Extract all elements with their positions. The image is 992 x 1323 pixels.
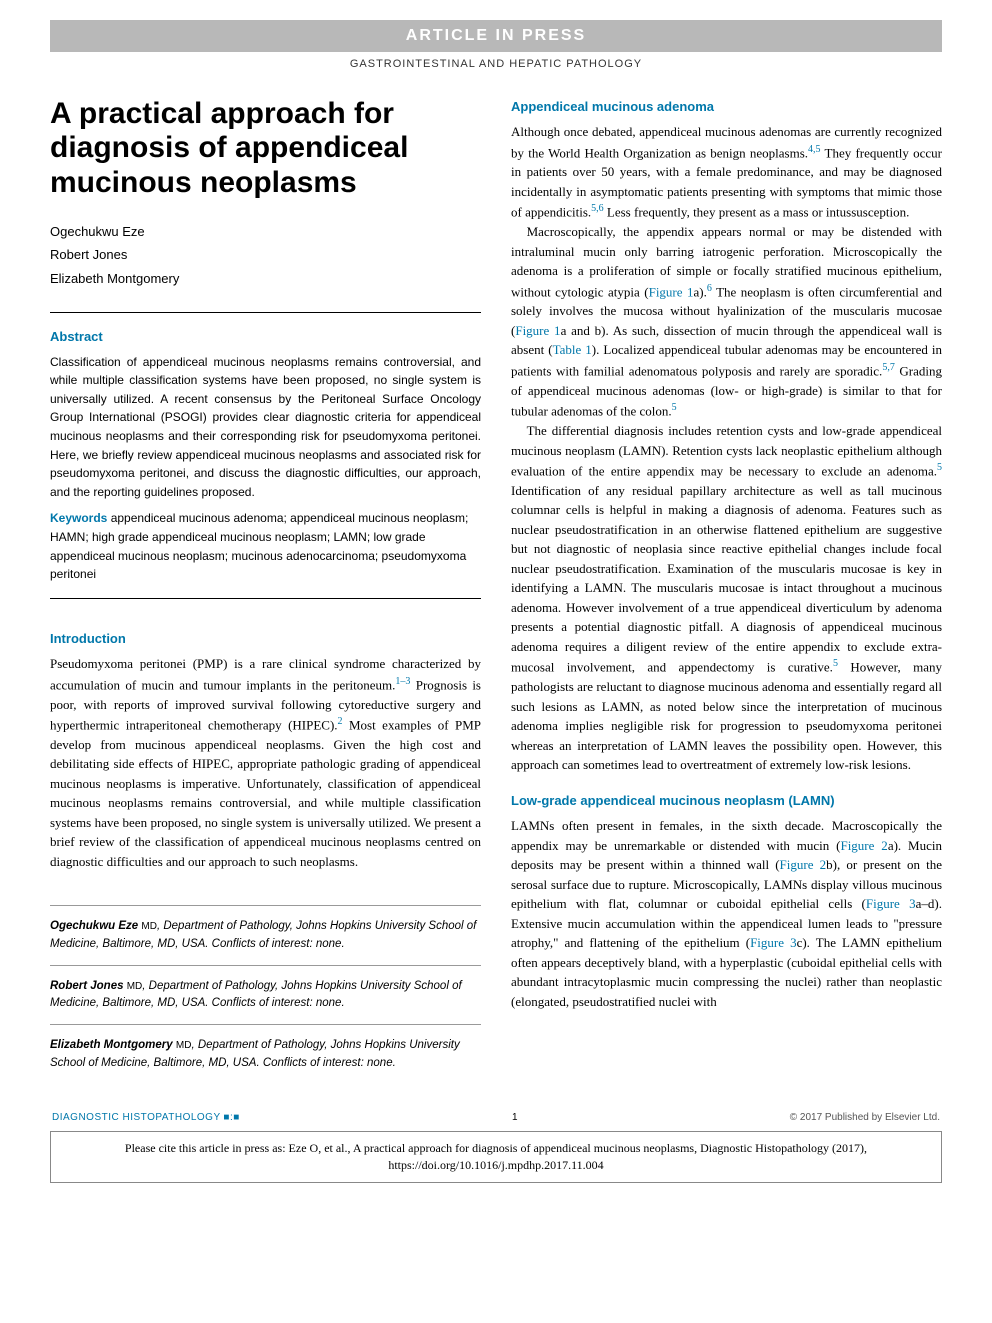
author-affiliation: Ogechukwu Eze MD, Department of Patholog… (50, 910, 481, 961)
figure-reference[interactable]: Figure 1 (649, 284, 694, 299)
page-number: 1 (512, 1110, 518, 1125)
introduction-heading: Introduction (50, 629, 481, 649)
body-span: Most examples of PMP develop from mucino… (50, 717, 481, 869)
body-span: Identification of any residual papillary… (511, 483, 942, 675)
adenoma-text: Although once debated, appendiceal mucin… (511, 122, 942, 775)
lamn-heading: Low-grade appendiceal mucinous neoplasm … (511, 791, 942, 811)
citation[interactable]: 5 (937, 462, 942, 473)
adenoma-heading: Appendiceal mucinous adenoma (511, 97, 942, 117)
footer-left: DIAGNOSTIC HISTOPATHOLOGY ■:■ (52, 1110, 240, 1125)
body-span: The differential diagnosis includes rete… (511, 423, 942, 478)
figure-reference[interactable]: Figure 3 (866, 896, 916, 911)
affiliation-degree: MD (176, 1040, 192, 1051)
article-title: A practical approach for diagnosis of ap… (50, 97, 481, 201)
page-container: ARTICLE IN PRESS GASTROINTESTINAL AND HE… (0, 0, 992, 1183)
right-column: Appendiceal mucinous adenoma Although on… (511, 97, 942, 1080)
page-footer: DIAGNOSTIC HISTOPATHOLOGY ■:■ 1 © 2017 P… (50, 1110, 942, 1125)
copyright: © 2017 Published by Elsevier Ltd. (790, 1110, 940, 1125)
affiliation-name: Elizabeth Montgomery (50, 1039, 173, 1051)
keywords: Keywords appendiceal mucinous adenoma; a… (50, 509, 481, 583)
affiliation-degree: MD (127, 981, 143, 992)
body-span: Less frequently, they present as a mass … (604, 205, 910, 220)
abstract-text: Classification of appendiceal mucinous n… (50, 353, 481, 502)
author-name: Ogechukwu Eze (50, 220, 481, 243)
abstract-heading: Abstract (50, 327, 481, 347)
body-span: However, many pathologists are reluctant… (511, 660, 942, 773)
figure-reference[interactable]: Figure 2 (780, 857, 827, 872)
two-column-layout: A practical approach for diagnosis of ap… (50, 97, 942, 1080)
author-list: Ogechukwu Eze Robert Jones Elizabeth Mon… (50, 220, 481, 290)
journal-name: DIAGNOSTIC HISTOPATHOLOGY (52, 1112, 221, 1123)
keywords-label: Keywords (50, 511, 107, 525)
author-affiliation: Robert Jones MD, Department of Pathology… (50, 970, 481, 1021)
section-header: GASTROINTESTINAL AND HEPATIC PATHOLOGY (50, 56, 942, 73)
citation[interactable]: 5 (672, 402, 677, 413)
affiliation-name: Ogechukwu Eze (50, 920, 138, 932)
affiliation-divider (50, 1024, 481, 1025)
figure-reference[interactable]: Figure 3 (750, 935, 797, 950)
affiliation-divider (50, 965, 481, 966)
introduction-text: Pseudomyxoma peritonei (PMP) is a rare c… (50, 654, 481, 871)
figure-reference[interactable]: Figure 1 (515, 323, 560, 338)
citation[interactable]: 1–3 (395, 676, 410, 687)
citation[interactable]: 5,6 (591, 203, 604, 214)
affiliation-divider (50, 905, 481, 906)
author-name: Elizabeth Montgomery (50, 267, 481, 290)
affiliation-name: Robert Jones (50, 980, 124, 992)
author-affiliation: Elizabeth Montgomery MD, Department of P… (50, 1029, 481, 1080)
author-name: Robert Jones (50, 243, 481, 266)
citation-box: Please cite this article in press as: Ez… (50, 1131, 942, 1183)
affiliation-degree: MD (141, 921, 157, 932)
figure-reference[interactable]: Figure 2 (840, 838, 887, 853)
left-column: A practical approach for diagnosis of ap… (50, 97, 481, 1080)
citation[interactable]: 4,5 (808, 144, 821, 155)
citation[interactable]: 5,7 (882, 362, 895, 373)
article-in-press-banner: ARTICLE IN PRESS (50, 20, 942, 52)
table-reference[interactable]: Table 1 (553, 342, 592, 357)
volume-placeholder: ■:■ (223, 1112, 239, 1123)
lamn-text: LAMNs often present in females, in the s… (511, 816, 942, 1011)
divider (50, 312, 481, 313)
divider (50, 598, 481, 599)
keywords-text: appendiceal mucinous adenoma; appendicea… (50, 511, 468, 581)
body-span: a). (694, 284, 707, 299)
